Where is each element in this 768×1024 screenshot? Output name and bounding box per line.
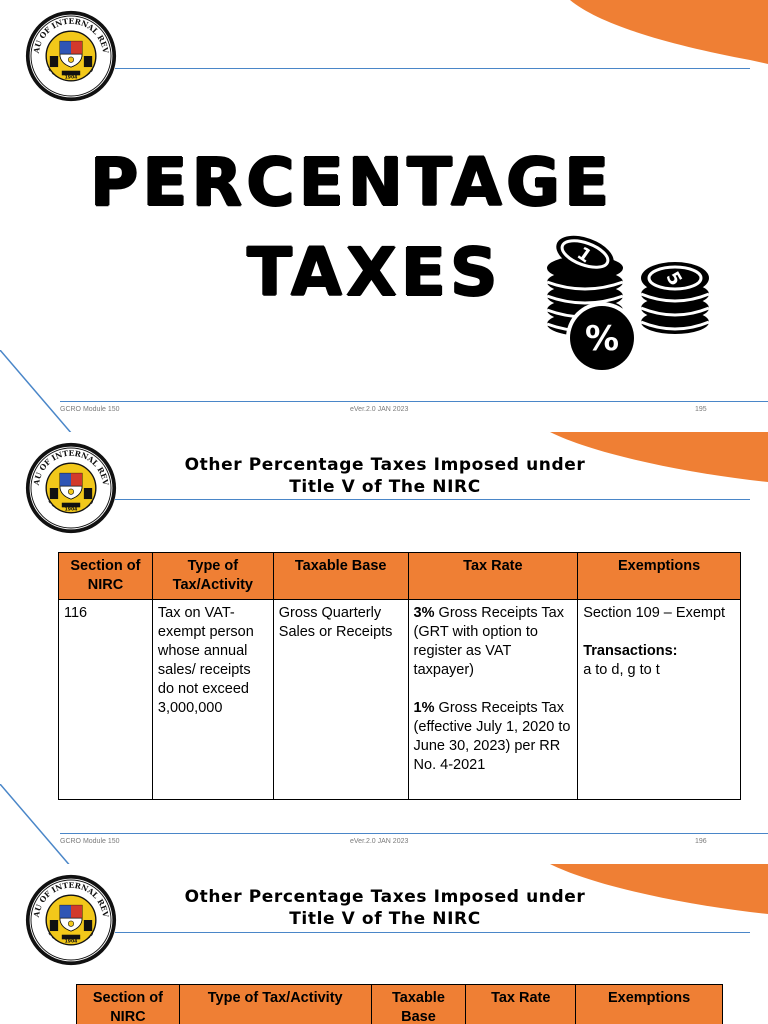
header-rule xyxy=(115,499,750,500)
table-header-row: Section of NIRC Type of Tax/Activity Tax… xyxy=(76,984,723,1024)
cell-taxable-base: Gross Quarterly Sales or Receipts xyxy=(272,599,409,800)
blue-diagonal-line xyxy=(0,350,72,432)
header-taxable-base: Taxable Base xyxy=(272,552,409,600)
blue-diagonal-line xyxy=(0,784,70,864)
percentage-tax-table: Section of NIRC Type of Tax/Activity Tax… xyxy=(58,552,741,800)
svg-text:%: % xyxy=(585,319,619,359)
table-header-row: Section of NIRC Type of Tax/Activity Tax… xyxy=(58,552,741,600)
header-type: Type of Tax/Activity xyxy=(178,984,372,1024)
orange-corner-shape xyxy=(550,432,768,482)
orange-corner-shape xyxy=(550,864,768,914)
header-tax-rate: Tax Rate xyxy=(407,552,579,600)
rate-1-text: Gross Receipts Tax (GRT with option to r… xyxy=(413,605,564,678)
footer-rule xyxy=(60,401,768,402)
percentage-tax-table: Section of NIRC Type of Tax/Activity Tax… xyxy=(76,984,723,1024)
slide-title-line-1: Other Percentage Taxes Imposed under xyxy=(184,887,586,907)
footer-page-number: 195 xyxy=(695,406,707,413)
cell-tax-rate: 3% Gross Receipts Tax (GRT with option t… xyxy=(407,599,579,800)
slide-2: Other Percentage Taxes Imposed under Tit… xyxy=(0,432,768,864)
rate-2: 1% Gross Receipts Tax (effective July 1,… xyxy=(414,699,573,775)
slide-title-line-1: Other Percentage Taxes Imposed under xyxy=(184,455,586,475)
rate-2-text: Gross Receipts Tax (effective July 1, 20… xyxy=(413,700,571,773)
exemption-transactions-value: a to d, g to t xyxy=(583,662,660,678)
slide-3: Other Percentage Taxes Imposed under Tit… xyxy=(0,864,768,1024)
footer-module: GCRO Module 150 xyxy=(60,406,120,413)
header-rule xyxy=(115,932,750,933)
bir-seal-logo xyxy=(25,442,117,534)
footer-rule xyxy=(60,833,768,834)
cell-section: 116 xyxy=(58,599,153,800)
slide-title: Other Percentage Taxes Imposed under Tit… xyxy=(130,454,640,498)
title-line-2: TAXES xyxy=(247,234,502,311)
header-exemptions: Exemptions xyxy=(577,552,741,600)
rate-2-percent: 1% xyxy=(413,700,435,716)
footer-module: GCRO Module 150 xyxy=(60,838,120,845)
header-exemptions: Exemptions xyxy=(575,984,723,1024)
exemption-transactions-label: Transactions: xyxy=(583,643,678,659)
cell-exemptions: Section 109 – Exempt Transactions: a to … xyxy=(577,599,741,800)
footer-version: eVer.2.0 JAN 2023 xyxy=(350,838,409,845)
bir-seal-logo xyxy=(25,874,117,966)
bir-seal-logo xyxy=(25,10,117,102)
header-tax-rate: Tax Rate xyxy=(465,984,577,1024)
cell-type: Tax on VAT-exempt person whose annual sa… xyxy=(151,599,274,800)
slide-1: PERCENTAGE TAXES 1 5 % xyxy=(0,0,768,432)
header-section: Section of NIRC xyxy=(58,552,153,600)
footer-version: eVer.2.0 JAN 2023 xyxy=(350,406,409,413)
header-type: Type of Tax/Activity xyxy=(151,552,274,600)
title-line-1: PERCENTAGE xyxy=(90,144,614,221)
rate-1: 3% Gross Receipts Tax (GRT with option t… xyxy=(414,604,573,680)
exemption-section: Section 109 – Exempt xyxy=(583,605,726,621)
header-taxable-base: Taxable Base xyxy=(370,984,467,1024)
coins-percent-icon: 1 5 % xyxy=(546,235,710,372)
header-section: Section of NIRC xyxy=(76,984,180,1024)
header-rule xyxy=(115,68,750,69)
table-row: 116 Tax on VAT-exempt person whose annua… xyxy=(58,599,741,800)
footer-page-number: 196 xyxy=(695,838,707,845)
orange-corner-shape xyxy=(570,0,768,64)
slide-title: Other Percentage Taxes Imposed under Tit… xyxy=(130,886,640,930)
slide-title-line-2: Title V of The NIRC xyxy=(289,909,481,929)
rate-1-percent: 3% xyxy=(413,605,435,621)
slide-title-line-2: Title V of The NIRC xyxy=(289,477,481,497)
